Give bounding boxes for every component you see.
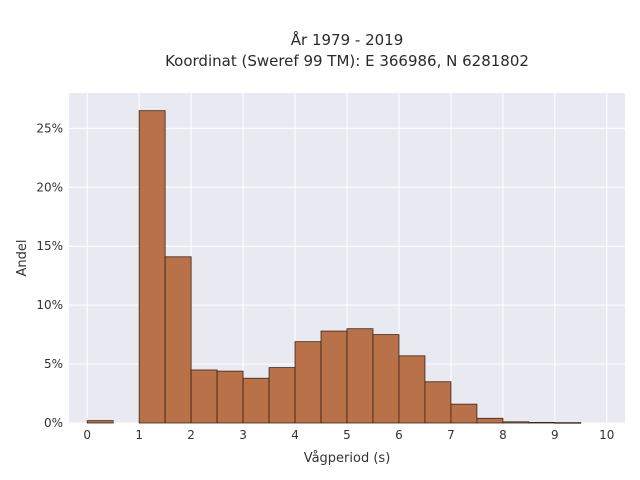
bars	[86, 110, 582, 424]
histogram-bar	[346, 328, 374, 424]
y-axis-label: Andel	[15, 240, 30, 277]
x-axis-label: Vågperiod (s)	[304, 451, 391, 466]
y-tick-label: 0%	[44, 416, 63, 430]
x-tick-label: 7	[447, 428, 455, 442]
x-tick-label: 0	[83, 428, 91, 442]
histogram-bar	[268, 367, 296, 424]
y-tick-label: 25%	[36, 121, 63, 135]
chart-title-line-2: Koordinat (Sweref 99 TM): E 366986, N 62…	[165, 52, 529, 70]
x-tick-label: 1	[135, 428, 143, 442]
y-tick-label: 15%	[36, 239, 63, 253]
y-tick-label: 20%	[36, 180, 63, 194]
histogram-bar	[554, 422, 582, 424]
histogram-bar	[138, 110, 166, 424]
x-tick-label: 9	[551, 428, 559, 442]
y-tick-label: 5%	[44, 357, 63, 371]
x-tick-label: 4	[291, 428, 299, 442]
histogram-bar	[528, 422, 556, 424]
x-tick-label: 3	[239, 428, 247, 442]
x-tick-label: 5	[343, 428, 351, 442]
histogram-bar	[398, 355, 426, 424]
histogram-bar	[372, 334, 400, 424]
histogram-bar	[242, 377, 270, 424]
histogram-bar	[86, 420, 114, 424]
histogram-bar	[164, 256, 192, 424]
y-tick-label: 10%	[36, 298, 63, 312]
y-axis-ticks: 0% 5% 10% 15% 20% 25%	[36, 121, 63, 430]
histogram-bar	[216, 370, 244, 424]
x-tick-label: 8	[499, 428, 507, 442]
histogram-bar	[190, 369, 218, 424]
histogram-bar	[294, 341, 322, 424]
histogram-bar	[424, 381, 452, 424]
histogram-bar	[502, 421, 530, 424]
x-tick-label: 10	[599, 428, 614, 442]
x-axis-ticks: 0 1 2 3 4 5 6 7 8 9 10	[83, 428, 614, 442]
histogram-bar	[450, 403, 478, 424]
chart-title-line-1: År 1979 - 2019	[291, 30, 404, 49]
x-tick-label: 6	[395, 428, 403, 442]
histogram-bar	[320, 330, 348, 424]
x-tick-label: 2	[187, 428, 195, 442]
histogram-bar	[476, 417, 504, 424]
